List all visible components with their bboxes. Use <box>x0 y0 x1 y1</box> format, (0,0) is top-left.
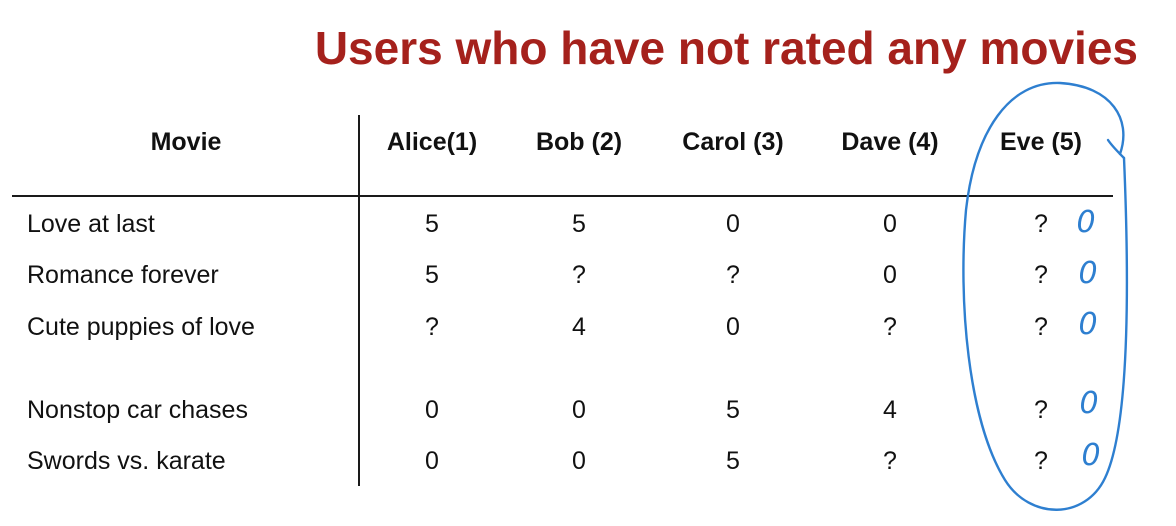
rating-cell: 0 <box>425 447 439 475</box>
handwritten-prediction: 0 <box>1078 307 1097 342</box>
rating-cell: 5 <box>726 396 740 424</box>
handwritten-prediction: 0 <box>1076 205 1095 240</box>
rating-cell: 0 <box>883 210 897 238</box>
rating-cell: ? <box>425 313 439 341</box>
rating-cell: ? <box>1034 313 1048 341</box>
rating-cell: ? <box>883 447 897 475</box>
rating-cell: ? <box>1034 210 1048 238</box>
rating-cell: 5 <box>425 210 439 238</box>
column-header-eve: Eve (5) <box>1000 128 1082 156</box>
rating-cell: 0 <box>425 396 439 424</box>
handwritten-prediction: 0 <box>1079 386 1098 421</box>
column-header-bob: Bob (2) <box>535 128 623 156</box>
rating-cell: ? <box>1034 447 1048 475</box>
rating-cell: 5 <box>726 447 740 475</box>
rating-cell: 0 <box>572 447 586 475</box>
rating-cell: ? <box>1034 396 1048 424</box>
rating-cell: ? <box>572 261 586 289</box>
table-header-divider <box>12 195 1113 197</box>
rating-cell: ? <box>883 313 897 341</box>
column-header-carol: Carol (3) <box>682 128 784 156</box>
movie-title-cell: Romance forever <box>27 261 219 289</box>
movie-title-cell: Swords vs. karate <box>27 447 226 475</box>
rating-cell: 5 <box>572 210 586 238</box>
rating-cell: 0 <box>726 313 740 341</box>
rating-cell: 5 <box>425 261 439 289</box>
rating-cell: 0 <box>572 396 586 424</box>
movie-title-cell: Love at last <box>27 210 155 238</box>
circle-end-stroke <box>1106 138 1126 160</box>
column-header-dave: Dave (4) <box>841 128 939 156</box>
movie-title-cell: Cute puppies of love <box>27 313 255 341</box>
rating-cell: 4 <box>883 396 897 424</box>
slide-title: Users who have not rated any movies <box>314 22 1138 74</box>
rating-cell: 0 <box>726 210 740 238</box>
column-header-alice: Alice(1) <box>386 128 478 156</box>
rating-cell: ? <box>726 261 740 289</box>
rating-cell: 0 <box>883 261 897 289</box>
handwritten-prediction: 0 <box>1081 438 1100 473</box>
table-vertical-divider <box>358 115 360 486</box>
column-header-movie: Movie <box>150 128 222 156</box>
rating-cell: ? <box>1034 261 1048 289</box>
rating-cell: 4 <box>572 313 586 341</box>
handwritten-prediction: 0 <box>1078 256 1097 291</box>
movie-title-cell: Nonstop car chases <box>27 396 248 424</box>
